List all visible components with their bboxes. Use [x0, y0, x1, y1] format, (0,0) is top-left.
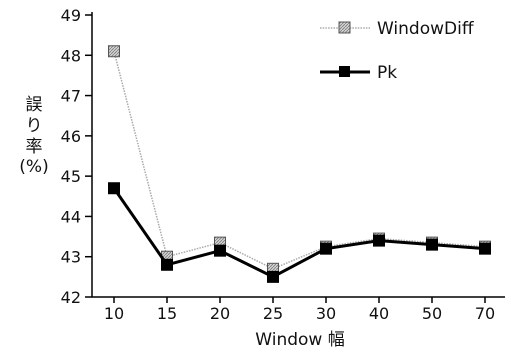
data-point-pk	[426, 238, 438, 251]
x-axis: 10 15 20 25 30 40 50 70	[92, 296, 505, 323]
data-point-windowdiff	[108, 45, 120, 58]
y-tick-label: 49	[61, 6, 81, 25]
y-tick-label: 47	[61, 87, 81, 106]
x-tick-label: 40	[369, 304, 389, 323]
x-tick-label: 20	[210, 304, 230, 323]
x-tick-label: 30	[316, 304, 336, 323]
y-axis-title-char-3: 率	[26, 137, 43, 157]
y-ticks: 42 43 44 45 46 47 48 49	[61, 6, 92, 307]
data-point-pk	[108, 182, 120, 195]
data-point-pk	[373, 234, 385, 247]
legend-label-pk: Pk	[377, 63, 397, 83]
legend-marker-windowdiff	[338, 21, 351, 34]
x-tick-label: 70	[475, 304, 495, 323]
y-axis: 42 43 44 45 46 47 48 49	[61, 6, 93, 307]
y-axis-title-char-2: り	[26, 116, 43, 136]
y-tick-label: 48	[61, 46, 81, 65]
series-pk	[108, 182, 491, 283]
data-point-pk	[161, 258, 173, 271]
y-axis-title: 誤 り 率 (%)	[19, 95, 48, 177]
x-tick-label: 50	[422, 304, 442, 323]
x-axis-title: Window 幅	[255, 330, 344, 350]
y-tick-label: 46	[61, 127, 81, 146]
data-point-pk	[267, 270, 279, 283]
y-tick-label: 43	[61, 248, 81, 267]
series-line-pk	[112, 187, 486, 279]
y-tick-label: 44	[61, 207, 81, 226]
x-tick-label: 10	[104, 304, 124, 323]
legend-item-windowdiff: WindowDiff	[320, 19, 475, 39]
x-tick-label: 25	[263, 304, 283, 323]
y-axis-title-unit: (%)	[19, 157, 48, 177]
data-point-pk	[320, 242, 332, 255]
series-line-windowdiff	[113, 51, 486, 270]
x-ticks: 10 15 20 25 30 40 50 70	[104, 297, 495, 323]
legend: WindowDiff Pk	[320, 19, 475, 83]
legend-marker-pk	[339, 66, 350, 77]
legend-label-windowdiff: WindowDiff	[377, 19, 475, 39]
x-tick-label: 15	[157, 304, 177, 323]
data-point-pk	[479, 242, 491, 255]
series-layer	[108, 45, 491, 283]
legend-item-pk: Pk	[320, 63, 397, 83]
y-tick-label: 45	[61, 167, 81, 186]
y-tick-label: 42	[61, 288, 81, 307]
data-point-pk	[214, 244, 226, 257]
y-axis-title-char-1: 誤	[26, 95, 43, 115]
